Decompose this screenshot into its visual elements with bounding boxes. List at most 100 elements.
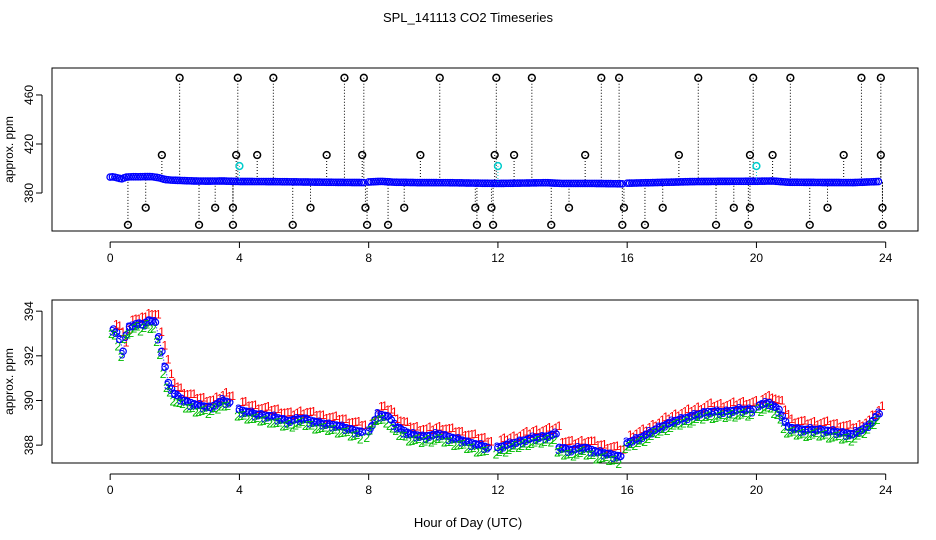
series-3-label: 3 bbox=[287, 415, 294, 429]
series-1-label: 1 bbox=[452, 425, 459, 439]
outlier-point bbox=[619, 203, 629, 212]
series-1-label: 1 bbox=[785, 408, 792, 422]
series-3-label: 3 bbox=[675, 414, 682, 428]
x-tick-label: 16 bbox=[620, 251, 634, 265]
series-2-label: 2 bbox=[241, 408, 248, 422]
mean-point bbox=[875, 410, 884, 418]
series-1-label: 1 bbox=[611, 440, 618, 454]
series-3-label: 3 bbox=[342, 423, 349, 437]
series-1-label: 1 bbox=[342, 412, 349, 426]
series-2-label: 2 bbox=[822, 428, 829, 442]
series-3-label: 3 bbox=[500, 440, 507, 454]
series-3-label: 3 bbox=[665, 417, 672, 431]
series-2-label: 2 bbox=[670, 418, 677, 432]
series-2-label: 2 bbox=[376, 413, 383, 427]
series-2-label: 2 bbox=[409, 434, 416, 448]
series-2-label: 2 bbox=[392, 424, 399, 438]
series-1-label: 1 bbox=[585, 434, 592, 448]
series-2-label: 2 bbox=[234, 409, 241, 423]
series-3-label: 3 bbox=[736, 402, 743, 416]
series-1-label: 1 bbox=[394, 412, 401, 426]
series-3-label: 3 bbox=[623, 435, 630, 449]
series-1-label: 1 bbox=[682, 404, 689, 418]
series-3-label: 3 bbox=[775, 406, 782, 420]
series-2-label: 2 bbox=[286, 417, 293, 431]
series-1-label: 1 bbox=[614, 439, 621, 453]
series-3-label: 3 bbox=[225, 396, 232, 410]
y-axis-label: approx. ppm bbox=[2, 348, 16, 415]
series-1-label: 1 bbox=[708, 396, 715, 410]
outlier-point bbox=[361, 203, 370, 212]
series-3-label: 3 bbox=[355, 426, 362, 440]
series-2-label: 2 bbox=[686, 417, 693, 431]
series-3-label: 3 bbox=[158, 345, 165, 359]
series-3-label: 3 bbox=[174, 388, 181, 402]
series-2-label: 2 bbox=[438, 431, 445, 445]
series-1-label: 1 bbox=[281, 406, 288, 420]
series-2-label: 2 bbox=[127, 326, 134, 340]
x-tick-label: 0 bbox=[107, 483, 114, 497]
series-3-label: 3 bbox=[245, 406, 252, 420]
series-3-label: 3 bbox=[484, 441, 491, 455]
outlier-point bbox=[581, 150, 590, 160]
series-2-label: 2 bbox=[748, 408, 755, 422]
series-3-label: 3 bbox=[532, 433, 539, 447]
series-2-label: 2 bbox=[770, 407, 777, 421]
series-2-label: 2 bbox=[451, 439, 458, 453]
series-3-label: 3 bbox=[826, 424, 833, 438]
series-3-label: 3 bbox=[649, 426, 656, 440]
series-1-label: 1 bbox=[174, 380, 181, 394]
series-1-label: 1 bbox=[462, 429, 469, 443]
mean-point bbox=[746, 405, 754, 414]
data-point bbox=[359, 178, 368, 187]
series-2-label: 2 bbox=[525, 439, 532, 453]
series-2-label: 2 bbox=[173, 395, 180, 409]
series-3-label: 3 bbox=[801, 424, 808, 438]
series-1-label: 1 bbox=[426, 420, 433, 434]
series-2-label: 2 bbox=[415, 432, 422, 446]
series-3-label: 3 bbox=[368, 421, 375, 435]
series-1-label: 1 bbox=[520, 427, 527, 441]
series-2-label: 2 bbox=[800, 427, 807, 441]
series-3-label: 3 bbox=[303, 412, 310, 426]
series-1-label: 1 bbox=[465, 428, 472, 442]
series-2-label: 2 bbox=[657, 425, 664, 439]
series-2-label: 2 bbox=[186, 401, 193, 415]
series-1-label: 1 bbox=[323, 412, 330, 426]
series-2-label: 2 bbox=[189, 401, 196, 415]
outlier-point bbox=[123, 220, 133, 230]
x-tick-label: 20 bbox=[750, 483, 764, 497]
series-1-label: 1 bbox=[656, 416, 663, 430]
series-1-label: 1 bbox=[850, 421, 857, 435]
outlier-point bbox=[658, 203, 667, 212]
series-3-label: 3 bbox=[464, 435, 471, 449]
series-1-label: 1 bbox=[187, 387, 194, 401]
series-3-label: 3 bbox=[200, 402, 207, 416]
series-2-label: 2 bbox=[819, 429, 826, 443]
series-1-label: 1 bbox=[200, 390, 207, 404]
outlier-point bbox=[194, 220, 204, 230]
series-1-label: 1 bbox=[468, 428, 475, 442]
series-1-label: 1 bbox=[262, 400, 269, 414]
series-2-label: 2 bbox=[502, 445, 509, 459]
series-2-label: 2 bbox=[383, 417, 390, 431]
series-1-label: 1 bbox=[827, 418, 834, 432]
series-3-label: 3 bbox=[720, 406, 727, 420]
series-1-label: 1 bbox=[759, 393, 766, 407]
series-3-label: 3 bbox=[639, 431, 646, 445]
series-3-label: 3 bbox=[788, 423, 795, 437]
series-3-label: 3 bbox=[135, 317, 142, 331]
mean-point bbox=[749, 405, 758, 414]
series-2-label: 2 bbox=[454, 439, 461, 453]
series-2-label: 2 bbox=[405, 435, 412, 449]
outlier-point bbox=[211, 203, 220, 212]
outlier-point bbox=[823, 203, 832, 212]
series-3-label: 3 bbox=[410, 427, 417, 441]
series-3-label: 3 bbox=[613, 450, 620, 464]
series-1-label: 1 bbox=[258, 401, 265, 415]
series-2-label: 2 bbox=[728, 408, 735, 422]
series-3-label: 3 bbox=[839, 425, 846, 439]
series-1-label: 1 bbox=[805, 417, 812, 431]
series-3-label: 3 bbox=[742, 404, 749, 418]
series-3-label: 3 bbox=[306, 416, 313, 430]
